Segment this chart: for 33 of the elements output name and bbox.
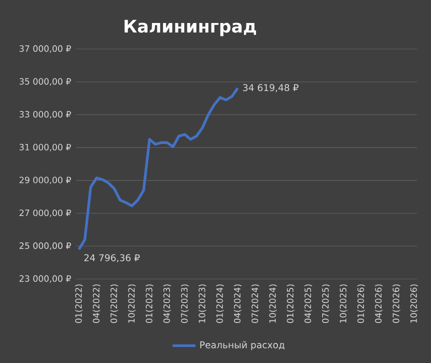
x-tick-label: 10(2025): [340, 284, 348, 323]
chart-title: Калининград: [124, 20, 256, 36]
y-tick-label: 31 000,00 ₽: [20, 144, 71, 152]
data-label: 34 619,48 ₽: [243, 84, 298, 92]
y-tick-label: 27 000,00 ₽: [20, 210, 71, 217]
line-series: [78, 86, 240, 251]
y-tick-label: 25 000,00 ₽: [20, 242, 71, 250]
x-tick-label: 07(2024): [251, 284, 260, 323]
x-tick-label: 04(2022): [92, 284, 100, 323]
x-tick-label: 01(2023): [146, 284, 154, 323]
x-tick-label: 04(2023): [163, 284, 171, 323]
x-tick-label: 07(2026): [392, 284, 400, 323]
x-tick-label: 07(2023): [180, 284, 189, 323]
x-tick-label: 07(2025): [322, 284, 330, 323]
x-tick-label: 01(2025): [286, 284, 294, 323]
y-tick-label: 29 000,00 ₽: [20, 176, 71, 184]
x-tick-label: 01(2022): [75, 284, 83, 323]
y-tick-label: 33 000,00 ₽: [20, 111, 71, 118]
y-tick-label: 37 000,00 ₽: [20, 45, 71, 53]
x-tick-label: 04(2026): [374, 284, 383, 323]
x-tick-label: 04(2025): [304, 284, 312, 323]
legend-label: Реальный расход: [200, 341, 284, 350]
x-tick-label: 01(2024): [216, 284, 224, 323]
x-tick-label: 07(2022): [110, 284, 118, 323]
x-tick-label: 10(2023): [198, 284, 206, 323]
x-tick-label: 10(2026): [410, 284, 418, 323]
data-label: 24 796,36 ₽: [84, 254, 140, 262]
x-tick-label: 04(2024): [234, 284, 242, 323]
y-tick-label: 23 000,00 ₽: [20, 275, 71, 283]
x-tick-label: 01(2026): [357, 284, 366, 323]
x-tick-label: 10(2024): [269, 284, 277, 323]
x-tick-label: 10(2022): [128, 284, 136, 323]
y-tick-label: 35 000,00 ₽: [20, 78, 71, 86]
